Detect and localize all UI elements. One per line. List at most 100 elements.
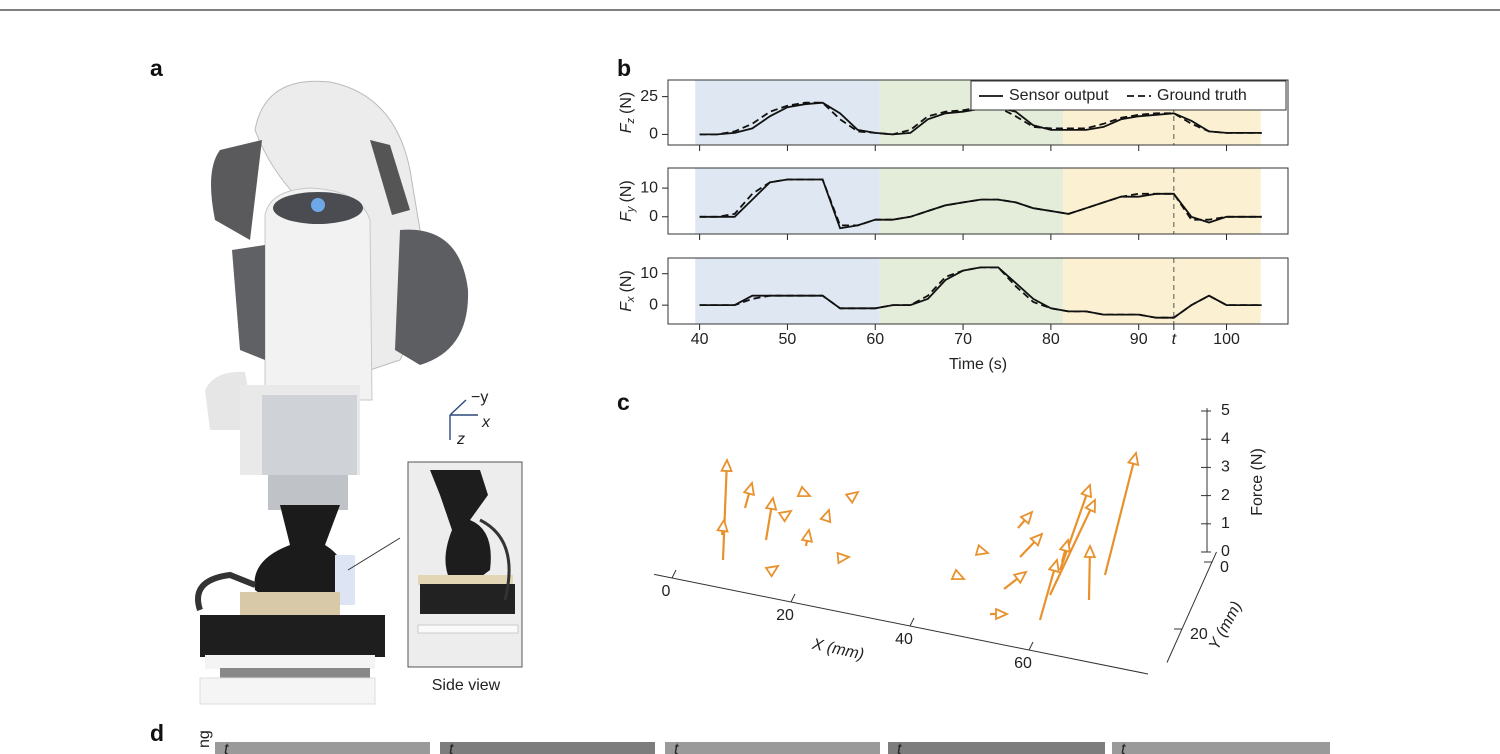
x-axis [654,573,1149,675]
x-tick-label: 0 [662,583,671,600]
y-tick-label: 0 [649,126,658,143]
force-arrow-shaft [1103,463,1135,576]
panel-label: a [150,55,163,81]
inset-photo [407,461,523,668]
force-arrow-shaft [1017,519,1026,529]
y-tick-label: 0 [1220,559,1229,576]
x-tick-label: 20 [776,607,794,624]
z-tick-label: 2 [1221,487,1230,504]
axis-glyph-label: z [456,431,465,448]
force-arrow-head [777,509,793,523]
force-arrow-head [819,507,832,524]
force-arrow-head [1084,498,1096,514]
force-arrow-head [742,480,755,497]
force-arrow-head [1047,557,1060,574]
phase-band [1063,168,1261,234]
force-arrow-shaft [764,508,773,541]
force-arrow-shaft [1019,541,1036,558]
photo-frame [888,742,1105,754]
inset-caption: Side view [432,677,501,694]
x-axis-label: X (mm) [810,636,866,664]
legend-label: Ground truth [1157,87,1247,104]
force-arrow-shaft [1003,577,1018,590]
panel-label: d [150,720,164,746]
x-tick [909,617,915,627]
y-tick-label: 25 [640,88,658,105]
panel-label: b [617,55,631,81]
force-arrow-head [1080,482,1093,499]
force-arrow-shaft [1087,556,1091,601]
photo-frame [440,742,655,754]
x-tick-label: 80 [1042,331,1060,348]
force-arrow-head [716,517,729,533]
inset-connector [347,537,401,571]
x-axis-label: Time (s) [949,356,1007,373]
plot-frame [667,79,1289,146]
x-tick-label: 60 [1014,655,1032,672]
y-label-sub: y [625,205,637,213]
force-arrow-head [995,607,1010,621]
photo-frame [665,742,880,754]
z-axis-label: Force (N) [1249,448,1266,516]
y-tick-label: 0 [649,208,658,225]
legend-label: Sensor output [1009,87,1109,104]
phase-band [695,80,880,145]
y-axis-label: Y (mm) [1206,599,1246,653]
x-tick [671,569,677,579]
plot-frame [667,167,1289,235]
x-tick [790,593,796,603]
x-tick-label: 70 [954,331,972,348]
y-label-symbol: F [618,122,635,133]
z-tick-label: 1 [1221,515,1230,532]
y-label-symbol: F [618,211,635,222]
axis-glyph [449,399,478,440]
force-arrow-shaft [721,470,728,561]
force-arrow-head [764,495,778,511]
x-tick-label: 40 [895,631,913,648]
frame-label: t [897,741,902,754]
x-tick-label: 100 [1213,331,1240,348]
y-label-sub: z [625,117,637,124]
force-arrow-head [720,457,733,473]
force-arrow-head [974,543,991,557]
frame-label: t [674,741,679,754]
frame-label: t [449,741,454,754]
y-label-unit: (N) [618,180,635,202]
robot-photo [195,80,469,705]
y-label-unit: (N) [618,92,635,114]
plot-frame [667,257,1289,325]
photo-frame [215,742,430,754]
photo-frame [1112,742,1330,754]
x-tick-label: 50 [779,331,797,348]
force-arrow-head [1058,537,1072,554]
z-tick-label: 0 [1221,543,1230,560]
axis-glyph-label: −y [471,389,488,406]
series-line [699,101,1262,136]
force-arrow-head [1029,532,1044,548]
panel-label: c [617,389,630,415]
y-axis-label: Fz (N) [618,92,637,134]
force-arrow-head [800,527,814,543]
frame-label: t [1121,741,1126,754]
force-arrow-head [950,568,966,581]
force-arrow-head [844,490,860,505]
frame-label: t [224,741,229,754]
phase-band [695,258,880,324]
phase-band [1063,258,1261,324]
force-arrow-head [1083,543,1097,559]
x-tick-label: 90 [1130,331,1148,348]
y-tick-label: 0 [649,296,658,313]
axis-glyph-label: x [481,414,491,431]
phase-band [879,258,1064,324]
force-arrow-shaft [1060,550,1067,563]
y-axis [1166,551,1217,663]
x-tick-label: 60 [866,331,884,348]
force-arrow-shaft [1058,495,1088,571]
y-tick-label: 10 [640,179,658,196]
y-label-unit: (N) [618,270,635,292]
phase-band [695,168,880,234]
y-axis-label: Fy (N) [618,180,637,222]
y-tick-label: 10 [640,265,658,282]
